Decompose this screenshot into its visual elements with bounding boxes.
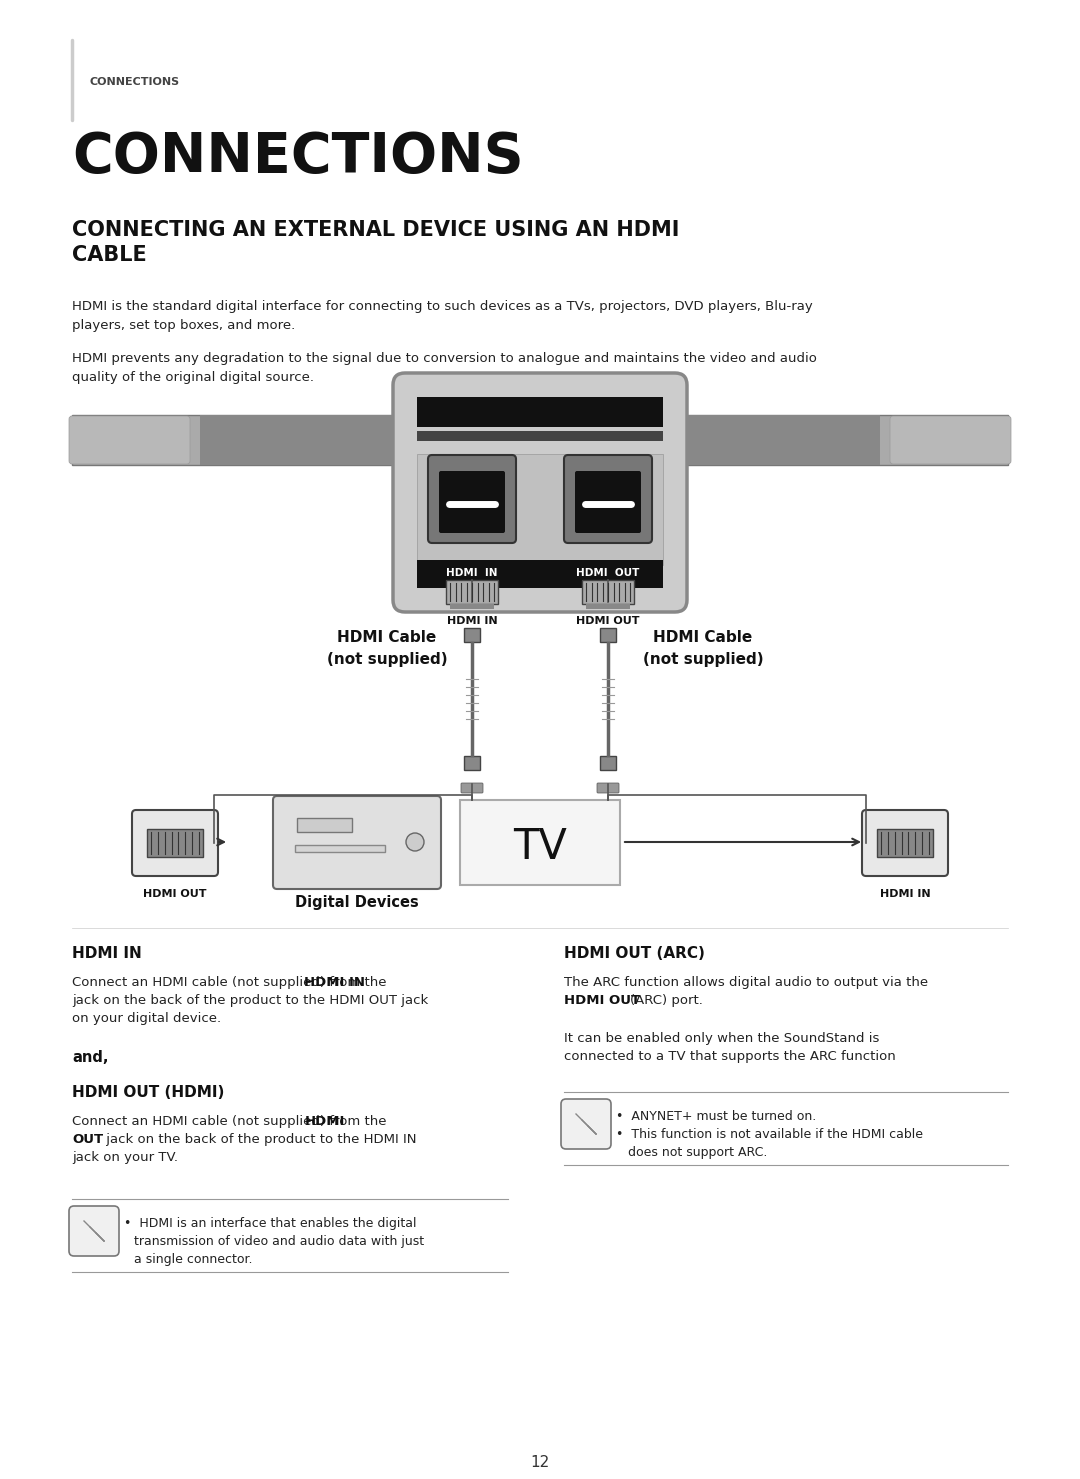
Text: OUT: OUT <box>72 1133 103 1146</box>
Text: •  This function is not available if the HDMI cable: • This function is not available if the … <box>616 1128 923 1140</box>
Text: a single connector.: a single connector. <box>134 1253 253 1266</box>
Text: It can be enabled only when the SoundStand is: It can be enabled only when the SoundSta… <box>564 1032 879 1046</box>
Text: (not supplied): (not supplied) <box>326 652 447 667</box>
Text: HDMI is the standard digital interface for connecting to such devices as a TVs, : HDMI is the standard digital interface f… <box>72 300 813 331</box>
Bar <box>417 396 663 427</box>
Circle shape <box>406 833 424 850</box>
Text: HDMI OUT: HDMI OUT <box>564 994 640 1007</box>
Bar <box>600 629 616 642</box>
FancyBboxPatch shape <box>890 416 1011 464</box>
Text: •  HDMI is an interface that enables the digital: • HDMI is an interface that enables the … <box>124 1217 417 1231</box>
FancyBboxPatch shape <box>438 470 505 532</box>
FancyBboxPatch shape <box>69 1205 119 1256</box>
Text: HDMI Cable: HDMI Cable <box>653 630 753 645</box>
Text: HDMI OUT: HDMI OUT <box>144 889 206 899</box>
Bar <box>147 830 203 856</box>
Bar <box>464 629 480 642</box>
Text: Digital Devices: Digital Devices <box>295 895 419 910</box>
Text: does not support ARC.: does not support ARC. <box>627 1146 768 1160</box>
Bar <box>417 454 663 565</box>
Text: HDMI OUT (ARC): HDMI OUT (ARC) <box>564 947 705 961</box>
FancyBboxPatch shape <box>428 456 516 543</box>
Text: and,: and, <box>72 1050 108 1065</box>
Bar <box>417 561 663 589</box>
FancyBboxPatch shape <box>132 810 218 876</box>
FancyBboxPatch shape <box>393 373 687 612</box>
Text: HDMI  IN: HDMI IN <box>446 568 498 578</box>
Text: HDMI OUT: HDMI OUT <box>577 615 639 626</box>
Bar <box>200 416 880 464</box>
Text: Connect an HDMI cable (not supplied) from the: Connect an HDMI cable (not supplied) fro… <box>72 1115 391 1128</box>
Text: HDMI IN: HDMI IN <box>72 947 141 961</box>
Text: (not supplied): (not supplied) <box>643 652 764 667</box>
Text: HDMI IN: HDMI IN <box>880 889 930 899</box>
Bar <box>582 580 634 603</box>
Text: connected to a TV that supports the ARC function: connected to a TV that supports the ARC … <box>564 1050 895 1063</box>
FancyBboxPatch shape <box>597 782 619 793</box>
Text: transmission of video and audio data with just: transmission of video and audio data wit… <box>134 1235 424 1248</box>
Text: TV: TV <box>513 825 567 868</box>
Bar <box>460 800 620 884</box>
Text: HDMI: HDMI <box>305 1115 345 1128</box>
Bar <box>877 830 933 856</box>
FancyBboxPatch shape <box>862 810 948 876</box>
FancyBboxPatch shape <box>461 782 483 793</box>
Text: HDMI IN: HDMI IN <box>305 976 365 989</box>
FancyBboxPatch shape <box>273 796 441 889</box>
Text: HDMI Cable: HDMI Cable <box>337 630 436 645</box>
Text: HDMI  OUT: HDMI OUT <box>577 568 639 578</box>
FancyBboxPatch shape <box>564 456 652 543</box>
Text: on your digital device.: on your digital device. <box>72 1012 221 1025</box>
Text: (ARC) port.: (ARC) port. <box>630 994 703 1007</box>
Bar <box>600 756 616 771</box>
Text: jack on the back of the product to the HDMI OUT jack: jack on the back of the product to the H… <box>72 994 429 1007</box>
Bar <box>464 756 480 771</box>
FancyBboxPatch shape <box>69 416 190 464</box>
Text: CONNECTIONS: CONNECTIONS <box>90 77 180 87</box>
Text: 12: 12 <box>530 1455 550 1470</box>
Text: HDMI IN: HDMI IN <box>447 615 497 626</box>
Text: jack on the back of the product to the HDMI IN: jack on the back of the product to the H… <box>102 1133 417 1146</box>
Text: Connect an HDMI cable (not supplied) from the: Connect an HDMI cable (not supplied) fro… <box>72 976 391 989</box>
Text: CONNECTING AN EXTERNAL DEVICE USING AN HDMI
CABLE: CONNECTING AN EXTERNAL DEVICE USING AN H… <box>72 220 679 265</box>
Bar <box>446 580 498 603</box>
FancyBboxPatch shape <box>561 1099 611 1149</box>
Text: CONNECTIONS: CONNECTIONS <box>72 130 524 183</box>
Text: HDMI prevents any degradation to the signal due to conversion to analogue and ma: HDMI prevents any degradation to the sig… <box>72 352 816 383</box>
Text: jack on your TV.: jack on your TV. <box>72 1151 178 1164</box>
Bar <box>72 416 1008 464</box>
Text: The ARC function allows digital audio to output via the: The ARC function allows digital audio to… <box>564 976 928 989</box>
Text: HDMI OUT (HDMI): HDMI OUT (HDMI) <box>72 1086 225 1100</box>
FancyBboxPatch shape <box>575 470 642 532</box>
Bar <box>295 845 384 852</box>
Bar <box>586 603 630 609</box>
Bar <box>450 603 494 609</box>
Text: •  ANYNET+ must be turned on.: • ANYNET+ must be turned on. <box>616 1111 816 1123</box>
Bar <box>297 818 352 833</box>
Bar <box>417 430 663 441</box>
